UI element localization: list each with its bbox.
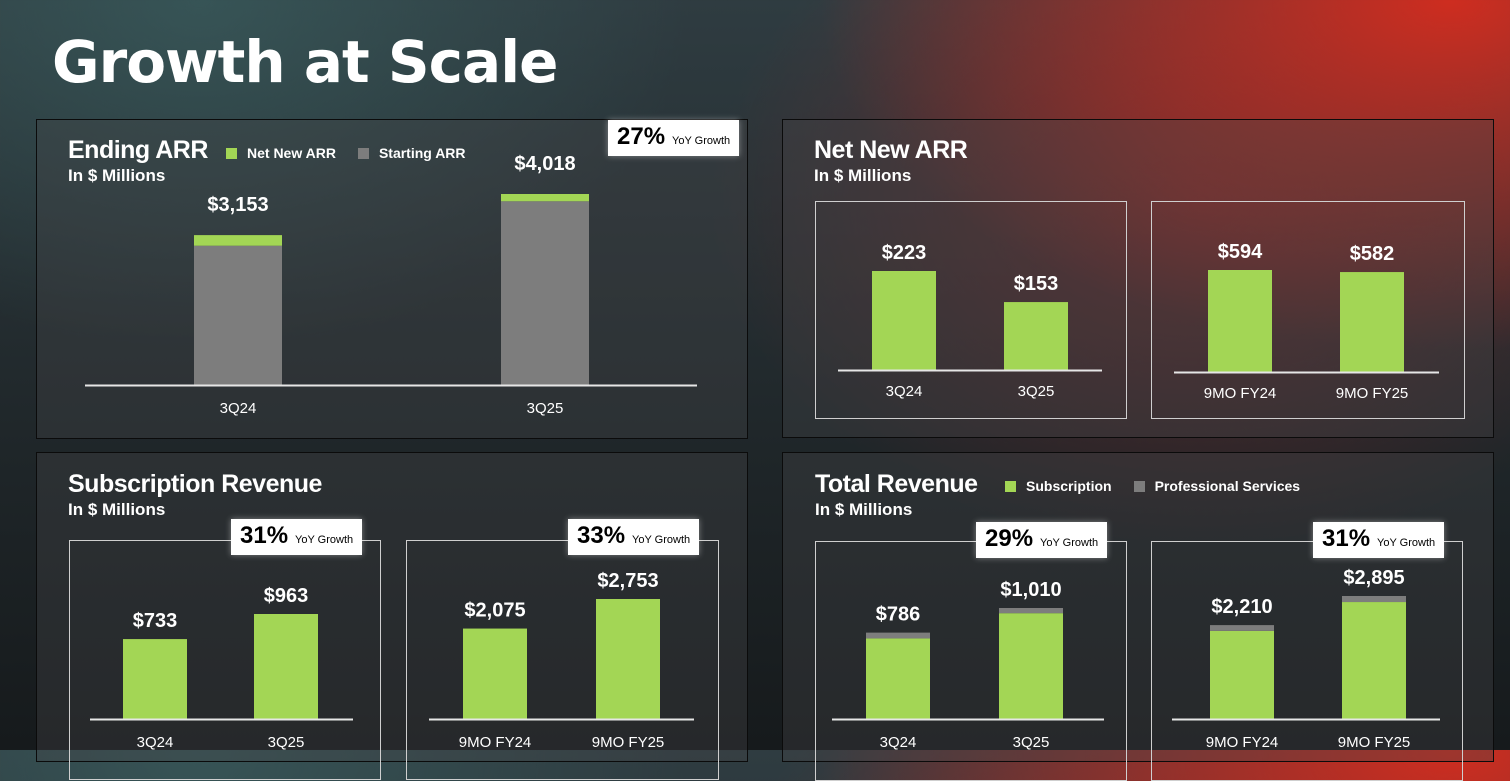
value-label-9mo-fy25: $2,895 <box>1343 567 1404 589</box>
value-label-9mo-fy24: $2,075 <box>464 600 525 622</box>
category-label-3q25: 3Q25 <box>268 734 305 751</box>
value-label-3q25: $4,018 <box>514 153 575 175</box>
subscription-revenue-9mo-yoy-badge: 33% YoY Growth <box>568 519 700 555</box>
total-revenue-quarter-yoy-badge: 29% YoY Growth <box>976 522 1108 558</box>
legend-swatch-starting-arr <box>357 147 369 159</box>
net-new-arr-panel: Net New ARR In $ Millions $223 3Q24 $153 3Q… <box>782 119 1494 438</box>
value-label-3q24: $733 <box>133 610 178 632</box>
category-label-3q24: 3Q24 <box>880 734 917 751</box>
bar-subscription-9mo-fy25 <box>1342 602 1406 719</box>
yoy-percent: 33% <box>577 522 626 549</box>
bar-value-9mo-fy25 <box>1340 272 1404 372</box>
bar-value-3q24 <box>872 271 936 370</box>
value-label-3q24: $223 <box>882 242 927 264</box>
bar-value-9mo-fy24 <box>1208 270 1272 372</box>
total-revenue-9mo-yoy-badge: 31% YoY Growth <box>1313 522 1445 558</box>
ending-arr-legend: Net New ARR Starting ARR <box>226 145 488 161</box>
bar-professional-services-9mo-fy24 <box>1210 625 1274 631</box>
bar-subscription-3q25 <box>999 613 1063 719</box>
yoy-percent: 29% <box>985 525 1034 552</box>
category-label-3q24: 3Q24 <box>220 400 257 417</box>
bar-starting-arr-3q25 <box>501 201 589 385</box>
subscription-revenue-subtitle: In $ Millions <box>68 500 166 519</box>
value-label-3q24: $3,153 <box>207 194 268 216</box>
category-label-9mo-fy24: 9MO FY24 <box>1206 734 1279 751</box>
yoy-label: YoY Growth <box>1377 537 1436 549</box>
bar-value-3q24 <box>123 639 187 719</box>
net-new-arr-9mo-box: $594 9MO FY24 $582 9MO FY25 <box>1151 201 1465 419</box>
legend-swatch-subscription <box>1005 480 1016 492</box>
total-revenue-subtitle: In $ Millions <box>815 500 913 519</box>
subscription-revenue-panel: Subscription Revenue In $ Millions $733 3… <box>36 452 748 780</box>
value-label-9mo-fy24: $594 <box>1218 241 1263 263</box>
ending-arr-title: Ending ARR <box>68 136 208 164</box>
total-revenue-quarter-box: $786 3Q24 $1,010 3Q25 <box>815 541 1127 781</box>
bar-subscription-9mo-fy24 <box>1210 630 1274 719</box>
legend-label-professional-services: Professional Services <box>1154 478 1301 494</box>
yoy-label: YoY Growth <box>1040 537 1099 549</box>
ending-arr-subtitle: In $ Millions <box>68 166 166 185</box>
category-label-9mo-fy24: 9MO FY24 <box>459 734 532 751</box>
bar-starting-arr-3q24 <box>194 245 282 385</box>
yoy-label: YoY Growth <box>672 135 731 147</box>
subscription-revenue-quarter-yoy-badge: 31% YoY Growth <box>231 519 363 555</box>
category-label-9mo-fy25: 9MO FY25 <box>1338 734 1411 751</box>
subscription-revenue-9mo-chart: $2,075 9MO FY24 $2,753 9MO FY25 <box>429 570 694 751</box>
ending-arr-yoy-badge: 27% YoY Growth <box>608 120 740 156</box>
value-label-3q24: $786 <box>876 604 921 626</box>
category-label-3q25: 3Q25 <box>1018 383 1055 400</box>
value-label-3q25: $1,010 <box>1000 579 1061 601</box>
legend-swatch-net-new-arr <box>226 147 237 159</box>
yoy-label: YoY Growth <box>632 534 691 546</box>
yoy-percent: 27% <box>617 123 666 150</box>
bar-net-new-arr-3q24 <box>194 235 282 246</box>
category-label-3q25: 3Q25 <box>527 400 564 417</box>
page-title: Growth at Scale <box>52 28 558 96</box>
bar-professional-services-3q25 <box>999 608 1063 614</box>
net-new-arr-quarter-chart: $223 3Q24 $153 3Q25 <box>838 242 1102 400</box>
value-label-3q25: $153 <box>1014 273 1059 295</box>
legend-swatch-professional-services <box>1133 480 1145 492</box>
bar-professional-services-9mo-fy25 <box>1342 596 1406 603</box>
value-label-3q25: $963 <box>264 585 309 607</box>
value-label-9mo-fy25: $2,753 <box>597 570 658 592</box>
legend-label-starting-arr: Starting ARR <box>378 145 466 161</box>
total-revenue-9mo-box: $2,210 9MO FY24 $2,895 9MO FY25 <box>1151 541 1463 781</box>
bar-professional-services-3q24 <box>866 632 930 639</box>
ending-arr-panel: Ending ARR In $ Millions Net New ARR Sta… <box>36 119 748 439</box>
subscription-revenue-title: Subscription Revenue <box>68 470 322 498</box>
bar-value-9mo-fy25 <box>596 599 660 719</box>
bar-value-9mo-fy24 <box>463 628 527 719</box>
value-label-9mo-fy24: $2,210 <box>1211 596 1272 618</box>
net-new-arr-9mo-chart: $594 9MO FY24 $582 9MO FY25 <box>1174 241 1439 402</box>
bar-value-3q25 <box>254 614 318 719</box>
bar-subscription-3q24 <box>866 638 930 719</box>
subscription-revenue-quarter-chart: $733 3Q24 $963 3Q25 <box>90 585 353 751</box>
net-new-arr-quarter-box: $223 3Q24 $153 3Q25 <box>815 201 1127 419</box>
bar-value-3q25 <box>1004 302 1068 370</box>
net-new-arr-subtitle: In $ Millions <box>814 166 912 185</box>
category-label-9mo-fy25: 9MO FY25 <box>592 734 665 751</box>
total-revenue-legend: Subscription Professional Services <box>1005 478 1322 494</box>
total-revenue-quarter-chart: $786 3Q24 $1,010 3Q25 <box>832 579 1104 751</box>
category-label-3q24: 3Q24 <box>886 383 923 400</box>
yoy-percent: 31% <box>1322 525 1371 552</box>
value-label-9mo-fy25: $582 <box>1350 243 1395 265</box>
ending-arr-chart: $3,153 3Q24 $4,018 3Q25 <box>85 153 697 417</box>
total-revenue-9mo-chart: $2,210 9MO FY24 $2,895 9MO FY25 <box>1172 567 1440 751</box>
category-label-3q25: 3Q25 <box>1013 734 1050 751</box>
subscription-revenue-9mo-box: $2,075 9MO FY24 $2,753 9MO FY25 <box>406 540 719 780</box>
total-revenue-title: Total Revenue <box>815 470 978 498</box>
category-label-9mo-fy24: 9MO FY24 <box>1204 385 1277 402</box>
net-new-arr-title: Net New ARR <box>814 136 968 164</box>
total-revenue-panel: Total Revenue In $ Millions Subscription… <box>782 452 1494 781</box>
category-label-9mo-fy25: 9MO FY25 <box>1336 385 1409 402</box>
legend-label-subscription: Subscription <box>1026 478 1112 494</box>
category-label-3q24: 3Q24 <box>137 734 174 751</box>
subscription-revenue-quarter-box: $733 3Q24 $963 3Q25 <box>69 540 381 780</box>
bar-net-new-arr-3q25 <box>501 194 589 202</box>
yoy-label: YoY Growth <box>295 534 354 546</box>
legend-label-net-new-arr: Net New ARR <box>247 145 336 161</box>
yoy-percent: 31% <box>240 522 289 549</box>
